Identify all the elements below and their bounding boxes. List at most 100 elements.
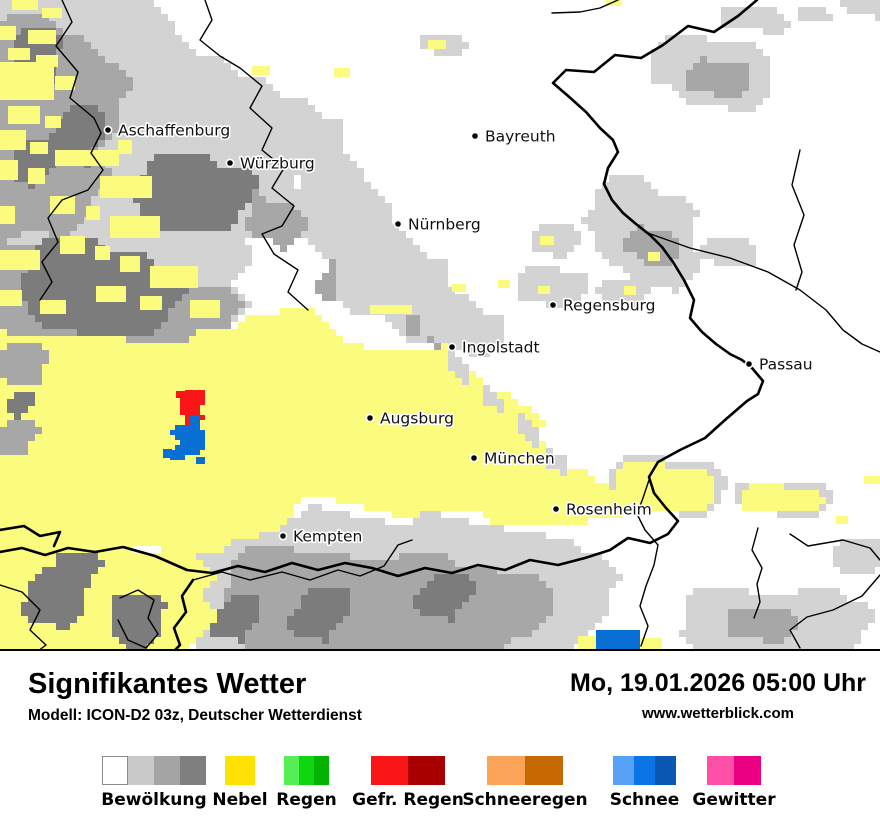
weather-dash-fog xyxy=(100,176,152,198)
weather-dash-fog xyxy=(252,66,270,75)
city-marker xyxy=(744,359,754,369)
weather-dash-fog xyxy=(45,116,61,128)
legend-swatch-segment xyxy=(284,756,299,785)
weather-dash-fog xyxy=(96,286,126,302)
weather-dash-fog xyxy=(120,256,140,272)
legend-item-label: Gefr. Regen xyxy=(352,790,464,810)
city-marker xyxy=(551,504,561,514)
weather-dash-fog xyxy=(28,168,45,184)
city-label: Passau xyxy=(759,356,813,374)
legend-swatch-segment xyxy=(225,756,255,785)
legend-swatch-segment xyxy=(655,756,676,785)
weather-blob-g1 xyxy=(532,224,581,259)
weather-blob-g2 xyxy=(0,343,49,385)
border-line xyxy=(0,524,62,548)
city-label: Bayreuth xyxy=(485,128,556,146)
legend-item-label: Gewitter xyxy=(692,790,776,810)
border-line xyxy=(0,0,765,578)
map-legend: Bewölkung Nebel Regen Gefr. Regen Schneerege… xyxy=(0,651,880,830)
weather-dash-fog xyxy=(428,40,446,49)
border-line xyxy=(789,574,880,649)
weather-dash-fog xyxy=(0,26,16,40)
weather-blob-g1 xyxy=(546,448,574,476)
weather-dash-fog xyxy=(0,250,40,270)
city-label: Regensburg xyxy=(563,297,656,315)
weather-dash-fog xyxy=(40,300,66,314)
weather-dash-fog xyxy=(578,636,598,650)
footer: Signifikantes Wetter Modell: ICON-D2 03z… xyxy=(0,651,880,830)
legend-swatch-segment xyxy=(707,756,734,785)
weather-dash-fog xyxy=(452,284,466,292)
legend-swatch-segment xyxy=(613,756,634,785)
datetime-block: Mo, 19.01.2026 05:00 Uhr www.wetterblick… xyxy=(570,669,866,722)
legend-item-label: Schneeregen xyxy=(462,790,588,810)
weather-blob-g1 xyxy=(483,385,511,413)
weather-dash-fog xyxy=(334,68,350,77)
legend-swatch-segment xyxy=(102,756,128,785)
legend-swatch-segment xyxy=(487,756,525,785)
weather-dash-snow xyxy=(196,457,205,464)
border-line xyxy=(644,231,880,353)
weather-dash-fog xyxy=(55,150,119,166)
weather-dash-fog xyxy=(0,160,18,180)
border-line xyxy=(0,584,47,651)
legend-item-label: Schnee xyxy=(609,790,680,810)
weather-blob-g1 xyxy=(798,7,833,21)
weather-blob-g1 xyxy=(840,0,880,21)
weather-dash-fog xyxy=(0,130,26,150)
weather-dash-fog xyxy=(606,0,622,6)
legend-swatch-segment xyxy=(734,756,761,785)
weather-dash-fog xyxy=(498,280,510,288)
weather-dash-fog xyxy=(30,142,48,154)
legend-item-swatch xyxy=(487,756,563,785)
weather-dash-fog xyxy=(28,30,56,44)
weather-blob-g3 xyxy=(7,392,35,420)
city-label: Aschaffenburg xyxy=(118,122,230,140)
weather-dash-fog xyxy=(86,206,100,220)
weather-dash-fog xyxy=(60,236,85,254)
city-marker xyxy=(225,158,235,168)
weather-blob-g3 xyxy=(413,574,476,623)
weather-dash-fog xyxy=(118,140,132,154)
legend-swatch-segment xyxy=(408,756,445,785)
border-line xyxy=(172,578,195,651)
weather-blob-g1 xyxy=(511,413,546,448)
weather-dash-snow xyxy=(596,630,640,650)
weather-blob-g3 xyxy=(210,595,259,644)
weather-dash-fog xyxy=(55,76,75,90)
weather-blob-g1 xyxy=(518,266,588,308)
weather-blob-fog xyxy=(0,308,637,560)
legend-item-swatch xyxy=(225,756,255,785)
border-line xyxy=(39,0,104,301)
city-label: Kempten xyxy=(293,528,362,546)
weather-blob-g3 xyxy=(133,154,259,231)
city-label: Augsburg xyxy=(380,410,454,428)
legend-item-swatch xyxy=(613,756,676,785)
weather-dash-fog xyxy=(648,252,660,261)
city-marker xyxy=(365,413,375,423)
border-line xyxy=(551,0,619,14)
model-info: Modell: ICON-D2 03z, Deutscher Wetterdie… xyxy=(28,707,362,724)
legend-item-swatch xyxy=(371,756,445,785)
weather-dash-fog xyxy=(42,8,62,18)
border-line xyxy=(636,479,659,647)
city-marker xyxy=(103,125,113,135)
border-line xyxy=(199,0,309,311)
weather-blob-g2 xyxy=(623,224,679,266)
city-marker xyxy=(393,219,403,229)
weather-blob-snow xyxy=(170,415,210,460)
city-label: München xyxy=(484,450,555,468)
legend-item-label: Bewölkung xyxy=(101,790,207,810)
border-line xyxy=(117,589,159,649)
city-label: Würzburg xyxy=(240,155,315,173)
map-frame-line xyxy=(0,649,880,651)
weather-dash-rain_freeze xyxy=(176,391,185,398)
website-url: www.wetterblick.com xyxy=(642,705,794,722)
city-marker xyxy=(469,453,479,463)
weather-blob-g1 xyxy=(420,294,504,357)
city-label: Nürnberg xyxy=(408,216,481,234)
legend-swatch-segment xyxy=(128,756,154,785)
weather-dash-fog xyxy=(12,0,38,10)
weather-blob-g3 xyxy=(105,595,168,651)
weather-dash-fog xyxy=(370,305,412,314)
